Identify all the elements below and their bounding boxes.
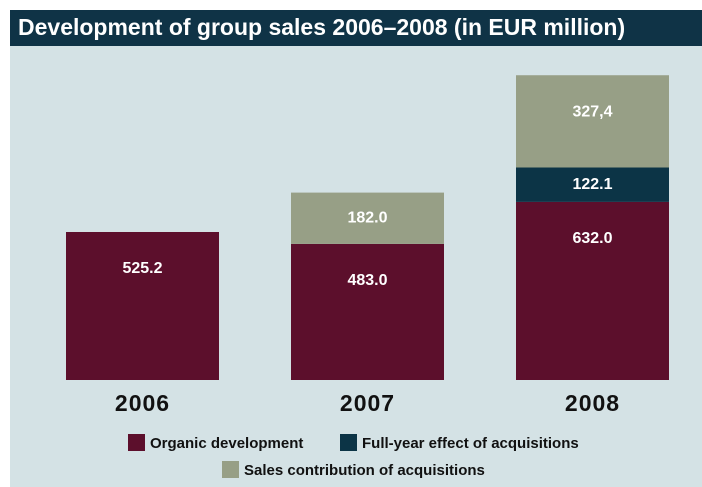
value-label: 525.2 [122,260,162,277]
bar-segment [291,243,444,380]
bar-segment [516,201,669,380]
x-tick-label: 2007 [340,390,395,416]
x-tick-label: 2008 [565,390,620,416]
value-label: 483.0 [347,272,387,289]
legend-swatch [222,461,239,478]
legend-label: Full-year effect of acquisitions [362,435,579,452]
title-bar [10,10,702,46]
legend-label: Sales contribution of acquisitions [244,462,485,479]
value-label: 327,4 [572,103,612,120]
bar-segment [66,231,219,380]
legend-label: Organic development [150,435,303,452]
legend-swatch [128,434,145,451]
x-tick-label: 2006 [115,390,170,416]
bar-segment [516,75,669,168]
value-label: 632.0 [572,230,612,247]
value-label: 182.0 [347,209,387,226]
chart-title: Development of group sales 2006–2008 (in… [18,14,625,40]
legend-swatch [340,434,357,451]
bar-segment [516,167,669,202]
bar-segment [291,192,444,244]
value-label: 122.1 [572,176,612,193]
